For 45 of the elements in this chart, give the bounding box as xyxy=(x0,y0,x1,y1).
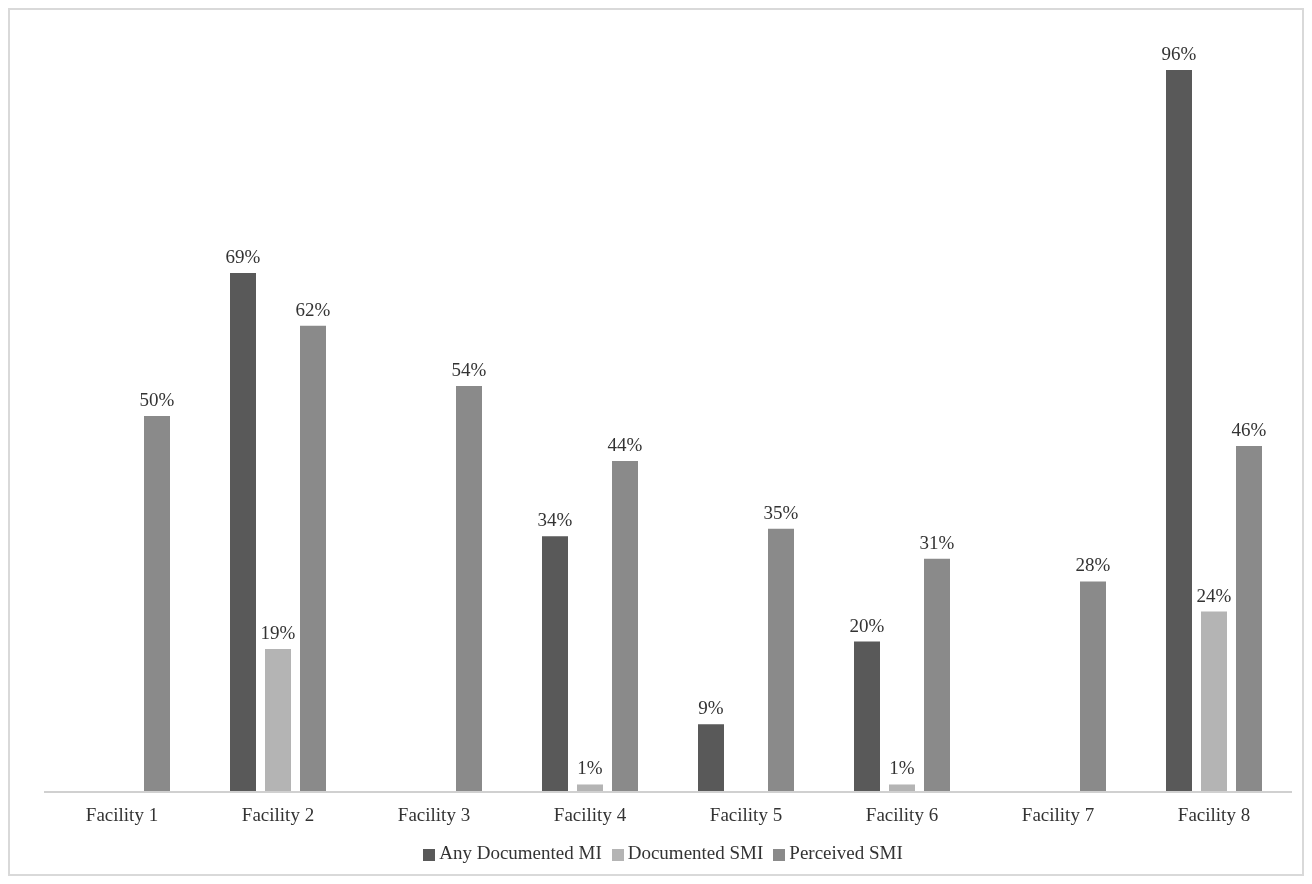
bar xyxy=(889,784,915,792)
bar xyxy=(1166,70,1192,792)
bar xyxy=(612,461,638,792)
legend-label: Any Documented MI xyxy=(439,842,602,863)
x-tick-label: Facility 8 xyxy=(1177,804,1251,826)
data-label: 1% xyxy=(889,757,915,779)
x-tick-label: Facility 3 xyxy=(397,804,471,826)
data-label: 28% xyxy=(1075,554,1111,576)
data-label: 19% xyxy=(260,622,296,644)
x-tick-label: Facility 2 xyxy=(241,804,315,826)
x-tick-label: Facility 7 xyxy=(1021,804,1095,826)
bar xyxy=(924,558,950,792)
data-label: 9% xyxy=(698,697,724,719)
bar xyxy=(698,724,724,792)
bar xyxy=(265,649,291,792)
bar xyxy=(768,528,794,792)
data-label: 1% xyxy=(577,757,603,779)
data-label: 44% xyxy=(607,434,643,456)
data-label: 31% xyxy=(919,531,955,553)
x-tick-label: Facility 5 xyxy=(709,804,783,826)
bar xyxy=(1201,611,1227,792)
data-label: 34% xyxy=(537,509,573,531)
bar xyxy=(456,385,482,792)
legend-label: Documented SMI xyxy=(627,842,764,863)
data-label: 96% xyxy=(1161,43,1197,64)
bar xyxy=(1080,581,1106,792)
bar xyxy=(144,415,170,792)
data-label: 54% xyxy=(451,358,487,380)
bar xyxy=(230,273,256,792)
bar xyxy=(854,641,880,792)
data-label: 69% xyxy=(225,246,261,268)
data-label: 24% xyxy=(1196,584,1232,606)
bar xyxy=(300,325,326,792)
data-label: 62% xyxy=(295,298,331,320)
bar xyxy=(577,784,603,792)
x-tick-label: Facility 4 xyxy=(553,804,627,826)
legend-label: Perceived SMI xyxy=(789,842,903,863)
data-label: 35% xyxy=(763,501,799,523)
bar xyxy=(542,536,568,792)
data-label: 46% xyxy=(1231,419,1267,441)
data-label: 50% xyxy=(139,388,175,410)
x-tick-label: Facility 1 xyxy=(85,804,159,826)
data-label: 20% xyxy=(849,614,885,636)
x-tick-label: Facility 6 xyxy=(865,804,939,826)
bar xyxy=(1236,446,1262,792)
